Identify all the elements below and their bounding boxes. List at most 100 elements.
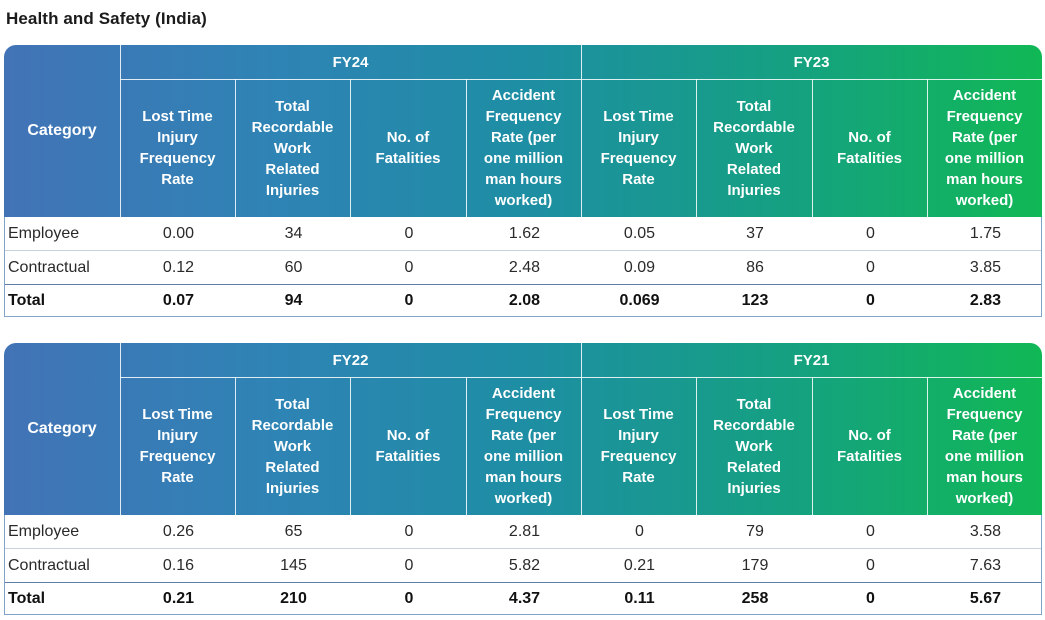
header-divider: [927, 79, 928, 217]
hs-table-fy24-fy23: Category FY24 FY23 Lost Time Injury Frequency…: [4, 45, 1042, 317]
column-header-line: Frequency: [485, 108, 562, 125]
table-cell: 86: [746, 258, 764, 276]
column-header-line: Frequency: [946, 406, 1023, 423]
row-label: Contractual: [8, 556, 90, 574]
column-header-line: Rate: [622, 469, 655, 486]
column-header-line: Injuries: [265, 479, 320, 497]
column-header-line: Work: [735, 139, 773, 157]
table-header: Category FY22 FY21 Lost Time Injury Frequency…: [4, 343, 1042, 515]
column-header-line: Rate (per: [490, 129, 556, 146]
header-divider: [927, 377, 928, 515]
column-header-line: Frequency: [139, 448, 216, 465]
table-cell: 123: [741, 291, 769, 309]
column-header-total-recordable-injuries: Total Recordable Work Related Injuries: [235, 377, 350, 515]
column-header-line: Total: [275, 97, 310, 115]
table-cell: 258: [741, 589, 769, 607]
table-cell: 79: [746, 522, 764, 540]
column-header-line: Total: [275, 395, 310, 413]
table-cell: 0: [404, 522, 414, 540]
column-header-line: Work: [273, 139, 312, 157]
table-row-contractual: Contractual 0.16 145 0 5.82 0.21 179 0 7.63: [5, 548, 1041, 582]
column-header-lost-time-injury-frequency-rate: Lost Time Injury Frequency Rate: [120, 79, 235, 217]
column-header-line: Accident: [952, 385, 1017, 402]
column-header-line: Work: [735, 437, 773, 455]
column-header-line: Related: [726, 160, 782, 178]
table-cell: 0.069: [619, 291, 660, 309]
table-row-total: Total 0.07 94 0 2.08 0.069 123 0 2.83: [5, 284, 1041, 316]
table-cell: 1.62: [508, 224, 541, 242]
table-cell: 1.75: [969, 224, 1002, 242]
table-cell: 179: [741, 556, 769, 574]
table-cell: 0: [404, 589, 414, 607]
table-cell: 145: [280, 556, 307, 574]
column-header-label: Lost Time Injury Frequency Rate: [601, 106, 677, 190]
column-header-lost-time-injury-frequency-rate: Lost Time Injury Frequency Rate: [581, 377, 696, 515]
header-divider: [466, 79, 467, 217]
column-header-line: Fatalities: [375, 448, 441, 465]
column-header-label: Accident Frequency Rate (per one million man…: [484, 383, 563, 509]
column-header-label: No. of Fatalities: [837, 127, 902, 169]
table-cell: 37: [746, 224, 764, 242]
column-header-line: Related: [265, 160, 320, 178]
table-cell: 3.85: [969, 258, 1002, 276]
table-cell: 60: [284, 258, 303, 276]
table-cell: 0: [404, 224, 414, 242]
year-header-fy22: FY22: [332, 351, 369, 369]
table-cell: 0.12: [162, 258, 195, 276]
table-cell: 0.09: [623, 258, 656, 276]
table-cell: 0: [866, 258, 875, 276]
table-cell: 7.63: [969, 556, 1002, 574]
table-cell: 3.58: [969, 522, 1002, 540]
table-cell: 0: [866, 291, 875, 309]
column-header-line: Rate: [622, 171, 655, 188]
column-header-line: Accident: [491, 87, 556, 104]
header-divider: [812, 79, 813, 217]
column-header-line: one million: [483, 150, 564, 167]
header-divider: [235, 377, 236, 515]
table-cell: 0: [404, 258, 414, 276]
table-cell: 0: [404, 556, 414, 574]
column-header-line: worked): [494, 490, 553, 507]
column-header-line: Fatalities: [836, 150, 903, 167]
table-cell: 0: [866, 589, 875, 607]
column-header-accident-frequency-rate: Accident Frequency Rate (per one million man…: [927, 79, 1042, 217]
year-header-fy24: FY24: [332, 53, 369, 71]
table-cell: 5.82: [508, 556, 541, 574]
header-divider: [466, 377, 467, 515]
header-divider: [696, 79, 697, 217]
column-header-line: Fatalities: [375, 150, 441, 167]
column-header-accident-frequency-rate: Accident Frequency Rate (per one million man…: [466, 377, 581, 515]
table-row-contractual: Contractual 0.12 60 0 2.48 0.09 86 0 3.85: [5, 250, 1041, 284]
table-cell: 2.83: [969, 291, 1002, 309]
column-header-line: Recordable: [251, 118, 334, 136]
table-row-total: Total 0.21 210 0 4.37 0.11 258 0 5.67: [5, 582, 1041, 614]
column-header-fatalities: No. of Fatalities: [812, 377, 927, 515]
column-header-line: man hours: [946, 171, 1023, 188]
column-header-line: Recordable: [251, 416, 334, 434]
column-header-line: worked): [955, 192, 1014, 209]
column-header-line: worked): [494, 192, 553, 209]
column-header-line: Injury: [157, 129, 198, 146]
column-header-line: Rate: [161, 469, 194, 486]
table-cell: 4.37: [508, 589, 541, 607]
column-header-label: No. of Fatalities: [375, 127, 440, 169]
column-header-line: Lost Time: [142, 108, 213, 125]
table-cell: 0: [404, 291, 414, 309]
column-header-label: Accident Frequency Rate (per one million man…: [484, 85, 563, 211]
table-cell: 0.00: [162, 224, 195, 242]
column-header-line: man hours: [946, 469, 1023, 486]
column-header-line: Frequency: [139, 150, 216, 167]
table-cell: 65: [284, 522, 303, 540]
table-cell: 0: [866, 556, 875, 574]
column-header-total-recordable-injuries: Total Recordable Work Related Injuries: [235, 79, 350, 217]
column-header-line: one million: [944, 448, 1025, 465]
column-header-fatalities: No. of Fatalities: [350, 79, 466, 217]
column-header-line: Injuries: [265, 181, 320, 199]
column-header-label: No. of Fatalities: [837, 425, 902, 467]
column-header-fatalities: No. of Fatalities: [812, 79, 927, 217]
header-divider: [350, 79, 351, 217]
column-header-line: Frequency: [600, 150, 677, 167]
table-cell: 0: [866, 224, 875, 242]
table-cell: 5.67: [969, 589, 1002, 607]
hs-table-fy22-fy21: Category FY22 FY21 Lost Time Injury Frequency…: [4, 343, 1042, 615]
